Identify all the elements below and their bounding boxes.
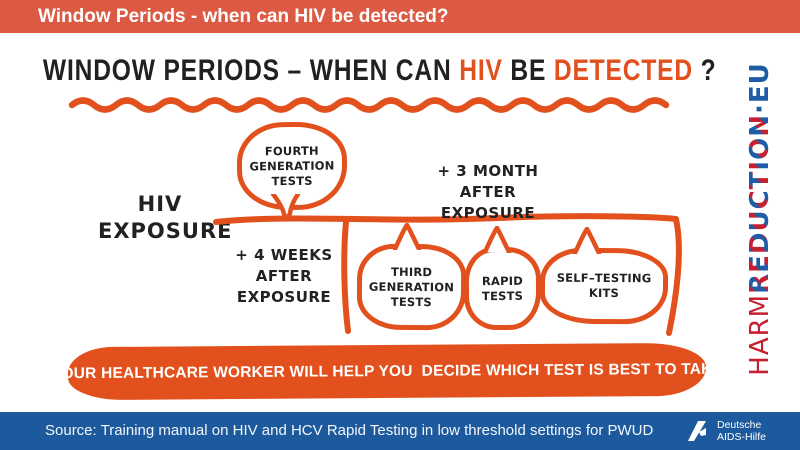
logo-reduction-text: REDUCTION xyxy=(745,114,775,294)
title-text: WINDOW PERIODS – WHEN CAN xyxy=(43,54,452,87)
top-title-bar: Window Periods - when can HIV be detecte… xyxy=(0,0,800,33)
harmreduction-eu-logo: HARM REDUCTION ·EU xyxy=(738,59,782,379)
wavy-underline-icon xyxy=(68,97,670,113)
bubble-tail-up-icon xyxy=(482,226,512,253)
title-question-mark: ? xyxy=(700,54,717,87)
speech-bubble-third-generation-tests: THIRD GENERATION TESTS xyxy=(356,243,467,331)
hiv-exposure-label: HIV EXPOSURE xyxy=(98,192,233,243)
source-text: Source: Training manual on HIV and HCV R… xyxy=(45,422,654,439)
title-text-mid: BE xyxy=(510,54,547,87)
logo-harm-text: HARM xyxy=(745,293,775,376)
source-bar: Source: Training manual on HIV and HCV R… xyxy=(0,412,800,450)
label-4-weeks-after-exposure: + 4 WEEKS AFTER EXPOSURE xyxy=(235,246,333,306)
slide-title: WINDOW PERIODS – WHEN CAN HIV BE DETECTE… xyxy=(43,54,716,88)
dah-logo-line2: AIDS-Hilfe xyxy=(717,431,767,443)
speech-bubble-rapid-tests: RAPID TESTS xyxy=(463,246,542,331)
speech-bubble-self-testing-kits: SELF–TESTING KITS xyxy=(539,247,669,325)
deutsche-aids-hilfe-logo: Deutsche AIDS-Hilfe xyxy=(686,418,766,444)
bubble-tail-up-icon xyxy=(572,227,602,254)
dah-slash-icon xyxy=(688,421,706,441)
title-detected-highlight: DETECTED xyxy=(554,54,694,87)
advice-banner: YOUR HEALTHCARE WORKER WILL HELP YOU DEC… xyxy=(51,342,723,401)
bubble-tail-up-icon xyxy=(392,223,422,250)
bubble-tail-down-icon xyxy=(270,194,301,220)
advice-banner-text: YOUR HEALTHCARE WORKER WILL HELP YOU DEC… xyxy=(50,360,724,382)
title-hiv-highlight: HIV xyxy=(459,54,503,87)
top-title-text: Window Periods - when can HIV be detecte… xyxy=(38,6,449,27)
label-3-months-after-exposure: + 3 MONTH AFTER EXPOSURE xyxy=(437,162,539,222)
logo-eu-text: ·EU xyxy=(745,62,775,115)
dah-logo-line1: Deutsche xyxy=(717,419,762,431)
timeline-bracket-sketch xyxy=(213,213,682,336)
